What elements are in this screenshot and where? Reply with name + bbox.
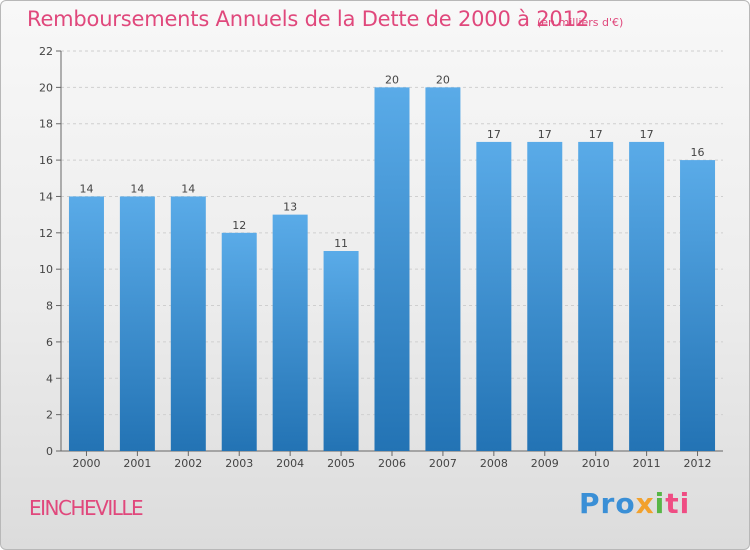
y-tick-label: 12 (39, 227, 53, 240)
bar-value-label: 17 (589, 128, 603, 141)
bar (323, 251, 359, 451)
bar (272, 214, 308, 451)
bar-value-label: 12 (232, 219, 246, 232)
chart-title: Remboursements Annuels de la Dette de 20… (27, 7, 589, 31)
bar (476, 141, 512, 451)
x-tick-label: 2008 (480, 457, 508, 470)
proxiti-logo: Proxiti (579, 487, 690, 520)
x-tick-label: 2001 (123, 457, 151, 470)
x-tick-label: 2002 (174, 457, 202, 470)
y-tick-label: 0 (46, 445, 53, 458)
bar-value-label: 17 (640, 128, 654, 141)
bar (374, 87, 410, 451)
y-tick-label: 4 (46, 372, 53, 385)
commune-name: EINCHEVILLE (29, 496, 144, 520)
bar (119, 196, 155, 451)
bar (578, 141, 614, 451)
bar-value-label: 14 (79, 182, 93, 195)
bar (68, 196, 104, 451)
x-tick-label: 2007 (429, 457, 457, 470)
logo-part-3: i (654, 487, 666, 520)
bar-value-label: 20 (385, 73, 399, 86)
y-tick-label: 22 (39, 45, 53, 58)
y-tick-label: 14 (39, 190, 53, 203)
x-tick-label: 2000 (72, 457, 100, 470)
labels: 14 2000 14 2001 14 2002 12 2003 13 2004 11 2005 20 20… (72, 73, 711, 470)
y-tick-label: 20 (39, 81, 53, 94)
bar (425, 87, 461, 451)
y-tick-label: 8 (46, 300, 53, 313)
y-tick-label: 6 (46, 336, 53, 349)
y-tick-label: 18 (39, 118, 53, 131)
x-tick-label: 2005 (327, 457, 355, 470)
bar-value-label: 17 (538, 128, 552, 141)
bar-value-label: 14 (181, 182, 195, 195)
bar-value-label: 14 (130, 182, 144, 195)
x-tick-label: 2010 (582, 457, 610, 470)
bar (527, 141, 563, 451)
bar-value-label: 20 (436, 73, 450, 86)
bars (68, 87, 716, 451)
y-tick-label: 10 (39, 263, 53, 276)
x-tick-label: 2003 (225, 457, 253, 470)
bar-value-label: 13 (283, 201, 297, 214)
logo-part-4: ti (665, 487, 691, 520)
bar-value-label: 17 (487, 128, 501, 141)
logo-part-2: x (635, 487, 655, 520)
logo-part-1: Pro (579, 487, 636, 520)
bar (680, 160, 716, 451)
bar-value-label: 16 (691, 146, 705, 159)
bar (629, 141, 665, 451)
bar-value-label: 11 (334, 237, 348, 250)
bar-chart: 0 2 4 6 8 10 12 14 16 18 20 22 14 2000 14 2001 14 2002 12… (39, 45, 723, 470)
chart-subtitle: (en milliers d'€) (537, 16, 624, 29)
x-tick-label: 2012 (684, 457, 712, 470)
y-tick-label: 16 (39, 154, 53, 167)
x-tick-label: 2009 (531, 457, 559, 470)
x-tick-label: 2006 (378, 457, 406, 470)
x-tick-label: 2004 (276, 457, 304, 470)
y-tick-label: 2 (46, 409, 53, 422)
x-tick-label: 2011 (633, 457, 661, 470)
bar (221, 232, 257, 451)
bar (170, 196, 206, 451)
